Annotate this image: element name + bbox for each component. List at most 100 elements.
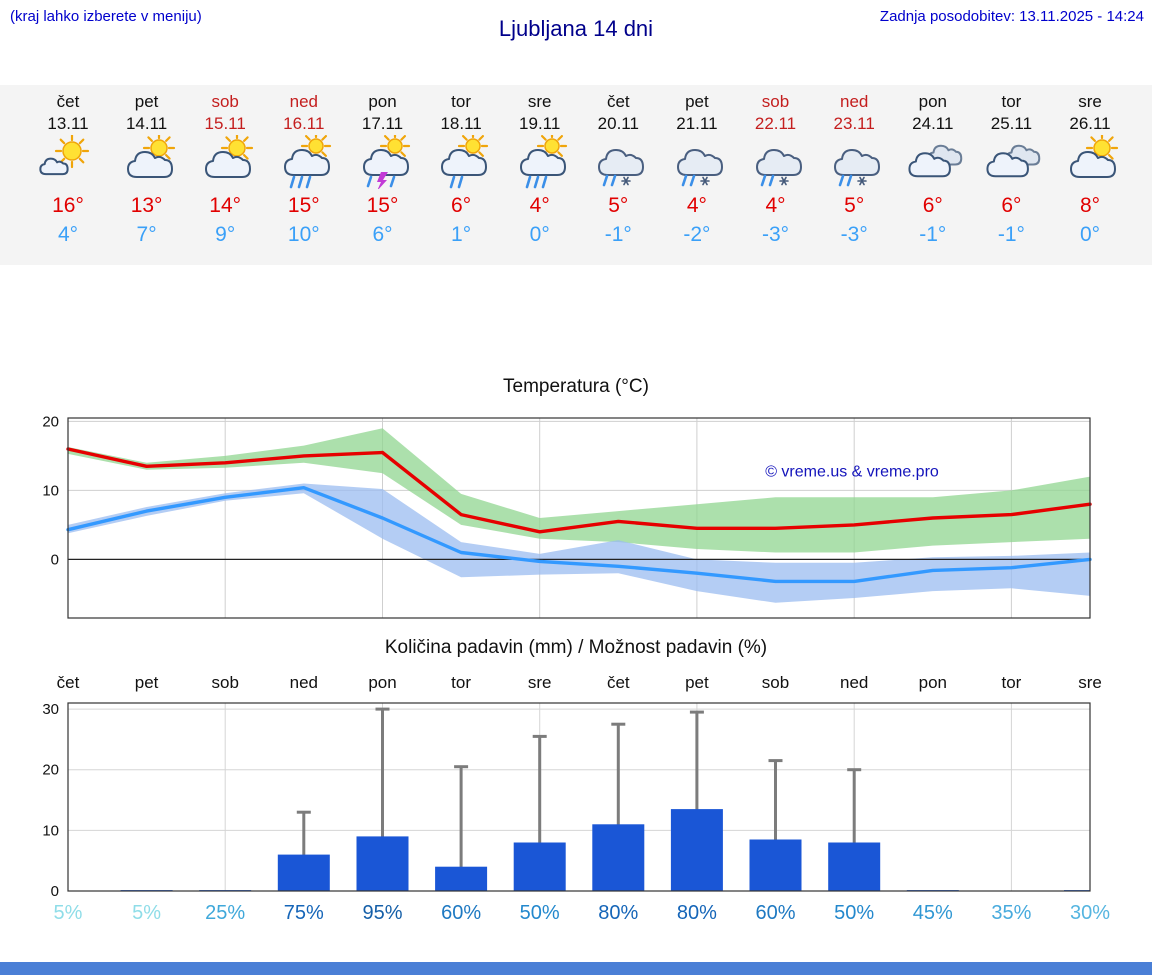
precip-day-label: ned	[840, 673, 868, 692]
sleet-icon	[744, 135, 808, 189]
precip-day-label: sre	[528, 673, 552, 692]
precip-y-tick: 0	[51, 883, 59, 900]
day-name: pon	[368, 92, 397, 111]
partly-cloudy-icon	[193, 131, 257, 189]
precip-bar	[277, 854, 330, 891]
precip-probability: 45%	[913, 902, 953, 924]
precip-probability: 5%	[54, 902, 83, 924]
showers-icon	[429, 130, 493, 189]
precip-day-label: pon	[368, 673, 396, 692]
forecast-day-26.11[interactable]: sre 26.11 8° 0°	[1049, 85, 1131, 265]
sleet-icon	[665, 135, 729, 189]
high-temp: 13°	[130, 194, 163, 217]
high-temp: 6°	[922, 194, 943, 217]
day-name: pet	[685, 92, 709, 111]
precip-probability: 25%	[205, 902, 245, 924]
precip-day-label: pet	[685, 673, 709, 692]
forecast-day-14.11[interactable]: pet 14.11 13° 7°	[106, 85, 188, 265]
temp-y-tick: 0	[51, 551, 59, 568]
day-name: sre	[1078, 92, 1102, 111]
precip-y-tick: 20	[42, 762, 59, 779]
low-temp: 1°	[451, 223, 472, 246]
precip-probability: 60%	[441, 902, 481, 924]
precip-day-label: čet	[607, 673, 630, 692]
precip-bar	[670, 809, 723, 891]
forecast-day-24.11[interactable]: pon 24.11 6° -1°	[892, 85, 974, 265]
precip-day-label: tor	[1001, 673, 1021, 692]
precip-y-tick: 30	[42, 701, 59, 718]
day-name: sob	[211, 92, 239, 111]
low-temp: 7°	[136, 223, 157, 246]
cloudy-icon	[901, 135, 965, 189]
forecast-day-21.11[interactable]: pet 21.11 4° -2°	[656, 85, 738, 265]
precip-bar	[356, 836, 409, 891]
menu-hint: (kraj lahko izberete v meniju)	[10, 8, 202, 25]
low-temp: 4°	[57, 223, 79, 246]
day-date: 17.11	[361, 114, 404, 133]
band-max-range	[68, 428, 1090, 553]
line-min-temp	[66, 485, 1092, 584]
low-temp: 9°	[215, 223, 236, 246]
precip-day-label: sob	[762, 673, 789, 692]
footer-bar	[0, 962, 1152, 975]
high-temp: 4°	[765, 194, 786, 217]
mostly-sunny-icon	[36, 133, 100, 189]
day-name: ned	[289, 92, 318, 111]
sleet-icon	[586, 135, 650, 189]
forecast-day-16.11[interactable]: ned 16.11 15° 10°	[263, 85, 345, 265]
temp-y-tick: 20	[42, 413, 59, 430]
forecast-day-13.11[interactable]: čet 13.11 16° 4°	[27, 85, 109, 265]
high-temp: 4°	[686, 194, 707, 217]
precip-day-label: pon	[919, 673, 947, 692]
precip-probability: 50%	[520, 902, 560, 924]
low-temp: -1°	[919, 223, 947, 246]
forecast-day-22.11[interactable]: sob 22.11 4° -3°	[735, 85, 817, 265]
day-date: 23.11	[833, 114, 875, 133]
high-temp: 5°	[844, 194, 865, 217]
high-temp: 8°	[1079, 194, 1101, 217]
high-temp: 16°	[52, 194, 84, 217]
forecast-day-19.11[interactable]: sre 19.11 4° 0°	[499, 85, 581, 265]
forecast-day-17.11[interactable]: pon 17.11 15° 6°	[342, 85, 424, 265]
low-temp: -3°	[761, 223, 790, 246]
day-name: čet	[606, 92, 630, 111]
precip-day-label: ned	[290, 673, 318, 692]
precip-y-tick: 10	[42, 822, 59, 839]
day-date: 25.11	[990, 114, 1033, 133]
temp-y-tick: 10	[42, 482, 59, 499]
day-date: 14.11	[125, 114, 168, 133]
low-temp: -3°	[840, 223, 868, 246]
precip-bar	[592, 824, 645, 891]
forecast-day-25.11[interactable]: tor 25.11 6° -1°	[970, 85, 1052, 265]
high-temp: 4°	[529, 194, 550, 217]
day-name: sre	[527, 92, 552, 111]
forecast-day-18.11[interactable]: tor 18.11 6° 1°	[420, 85, 502, 265]
low-temp: 6°	[372, 223, 393, 246]
low-temp: 0°	[1079, 223, 1101, 246]
day-name: pet	[134, 92, 159, 111]
day-name: tor	[451, 92, 472, 111]
precip-bar	[828, 842, 881, 891]
precip-day-label: tor	[451, 673, 471, 692]
day-name: pon	[918, 92, 947, 111]
forecast-day-15.11[interactable]: sob 15.11 14° 9°	[184, 85, 266, 265]
rain-icon	[508, 130, 572, 189]
day-name: sob	[761, 92, 790, 111]
precip-probability: 80%	[598, 902, 638, 924]
precip-probability: 5%	[132, 902, 161, 924]
high-temp: 6°	[1001, 194, 1022, 217]
forecast-day-23.11[interactable]: ned 23.11 5° -3°	[813, 85, 895, 265]
high-temp: 15°	[366, 194, 399, 217]
high-temp: 6°	[451, 194, 472, 217]
day-name: čet	[56, 92, 80, 111]
low-temp: -1°	[604, 223, 632, 246]
low-temp: -2°	[683, 223, 711, 246]
precip-bar	[435, 866, 488, 891]
precip-day-label: čet	[57, 673, 80, 692]
partly-cloudy-icon	[115, 131, 179, 189]
precip-day-label: sob	[211, 673, 238, 692]
forecast-day-20.11[interactable]: čet 20.11 5° -1°	[577, 85, 659, 265]
low-temp: 10°	[287, 223, 320, 246]
day-date: 16.11	[283, 114, 325, 133]
